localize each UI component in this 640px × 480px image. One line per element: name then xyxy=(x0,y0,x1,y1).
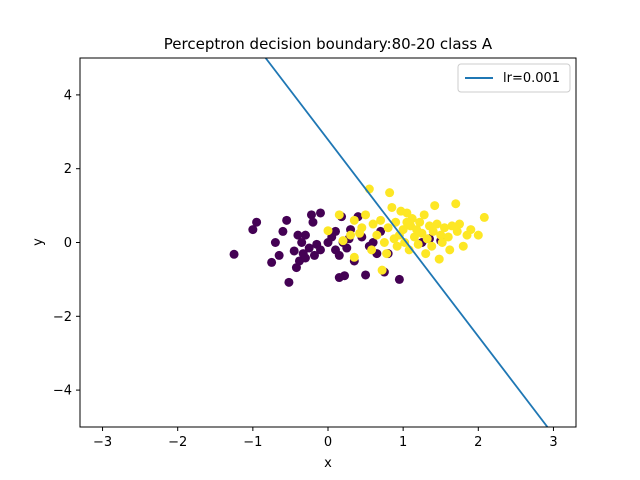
scatter-point xyxy=(293,230,303,240)
scatter-point xyxy=(342,243,352,253)
scatter-point xyxy=(402,217,412,227)
legend: lr=0.001 xyxy=(457,63,571,93)
scatter-point xyxy=(346,230,356,240)
scatter-point xyxy=(315,208,325,218)
scatter-point xyxy=(385,188,395,198)
x-axis-label: x xyxy=(324,456,332,471)
scatter-point xyxy=(357,223,367,233)
x-tick-label: −2 xyxy=(168,435,187,450)
scatter-point xyxy=(334,273,344,283)
x-tick-label: 0 xyxy=(324,435,332,450)
scatter-point xyxy=(274,250,284,260)
scatter-point xyxy=(323,226,333,236)
scatter-point xyxy=(422,234,432,244)
scatter-point xyxy=(306,210,316,220)
scatter-point xyxy=(334,250,344,260)
y-tick-label: 0 xyxy=(64,236,72,251)
scatter-point xyxy=(334,210,344,220)
scatter-point xyxy=(300,230,310,240)
scatter-point xyxy=(427,241,437,251)
scatter-point xyxy=(443,232,453,242)
y-tick-label: −4 xyxy=(53,384,72,399)
x-tick-label: −3 xyxy=(93,435,112,450)
scatter-point xyxy=(309,250,319,260)
scatter-point xyxy=(349,215,359,225)
scatter-point xyxy=(304,243,314,253)
scatter-point xyxy=(278,226,288,236)
scatter-point xyxy=(349,252,359,262)
scatter-point xyxy=(379,238,389,247)
chart-title: Perceptron decision boundary:80-20 class… xyxy=(164,35,493,53)
scatter-point xyxy=(248,225,258,235)
scatter-point xyxy=(451,199,461,209)
scatter-point xyxy=(300,253,310,263)
scatter-point xyxy=(361,210,371,220)
scatter-point xyxy=(372,230,382,240)
scatter-point xyxy=(430,201,440,211)
legend-label: lr=0.001 xyxy=(503,71,560,86)
scatter-point xyxy=(434,254,444,264)
scatter-point xyxy=(376,215,386,225)
scatter-point xyxy=(439,223,449,233)
scatter-point xyxy=(436,230,446,240)
scatter-point xyxy=(432,219,442,229)
scatter-point xyxy=(458,241,468,251)
legend-box xyxy=(457,63,571,93)
scatter-point xyxy=(398,225,408,235)
scatter-point xyxy=(394,274,404,284)
scatter-point xyxy=(455,219,465,229)
scatter-point xyxy=(289,246,299,256)
scatter-point xyxy=(282,215,292,225)
scatter-point xyxy=(400,238,410,247)
scatter-point xyxy=(367,245,377,255)
scatter-point xyxy=(437,238,447,247)
x-axis: −3 −2 −1 0 1 2 3 xyxy=(93,427,558,450)
scatter-point xyxy=(419,210,429,220)
scatter-point xyxy=(229,249,239,259)
x-tick-label: −1 xyxy=(243,435,262,450)
decision-boundary-line xyxy=(264,58,549,427)
scatter-point xyxy=(267,257,277,267)
scatter-point xyxy=(382,249,392,259)
y-tick-label: 4 xyxy=(64,88,72,103)
scatter-point xyxy=(377,265,387,275)
plot-area xyxy=(229,58,549,427)
scatter-point xyxy=(473,230,483,240)
y-tick-label: −2 xyxy=(53,310,72,325)
scatter-point xyxy=(387,202,397,212)
scatter-point xyxy=(368,238,378,247)
scatter-point xyxy=(338,236,348,246)
scatter-point xyxy=(409,232,419,242)
scatter-point xyxy=(315,245,325,255)
scatter-point xyxy=(445,245,455,255)
scatter-point xyxy=(413,239,423,249)
scatter-point xyxy=(284,277,294,287)
x-tick-label: 1 xyxy=(399,435,407,450)
scatter-point xyxy=(308,217,318,227)
y-axis-label: y xyxy=(31,238,46,246)
scatter-point xyxy=(428,226,438,236)
scatter-point xyxy=(466,225,476,235)
scatter-point xyxy=(297,238,307,247)
scatter-point xyxy=(421,249,431,259)
scatter-point xyxy=(270,238,280,247)
scatter-point xyxy=(368,219,378,229)
scatter-point xyxy=(452,226,462,236)
scatter-point xyxy=(331,226,341,236)
scatter-point xyxy=(252,217,262,227)
scatter-point xyxy=(479,212,489,222)
y-tick-label: 2 xyxy=(64,162,72,177)
x-tick-label: 3 xyxy=(549,435,557,450)
scatter-point xyxy=(415,217,425,227)
y-axis: −4 −2 0 2 4 xyxy=(53,88,80,399)
x-tick-label: 2 xyxy=(474,435,482,450)
scatter-point xyxy=(361,270,371,280)
scatter-point xyxy=(392,241,402,251)
scatter-point xyxy=(383,223,393,233)
